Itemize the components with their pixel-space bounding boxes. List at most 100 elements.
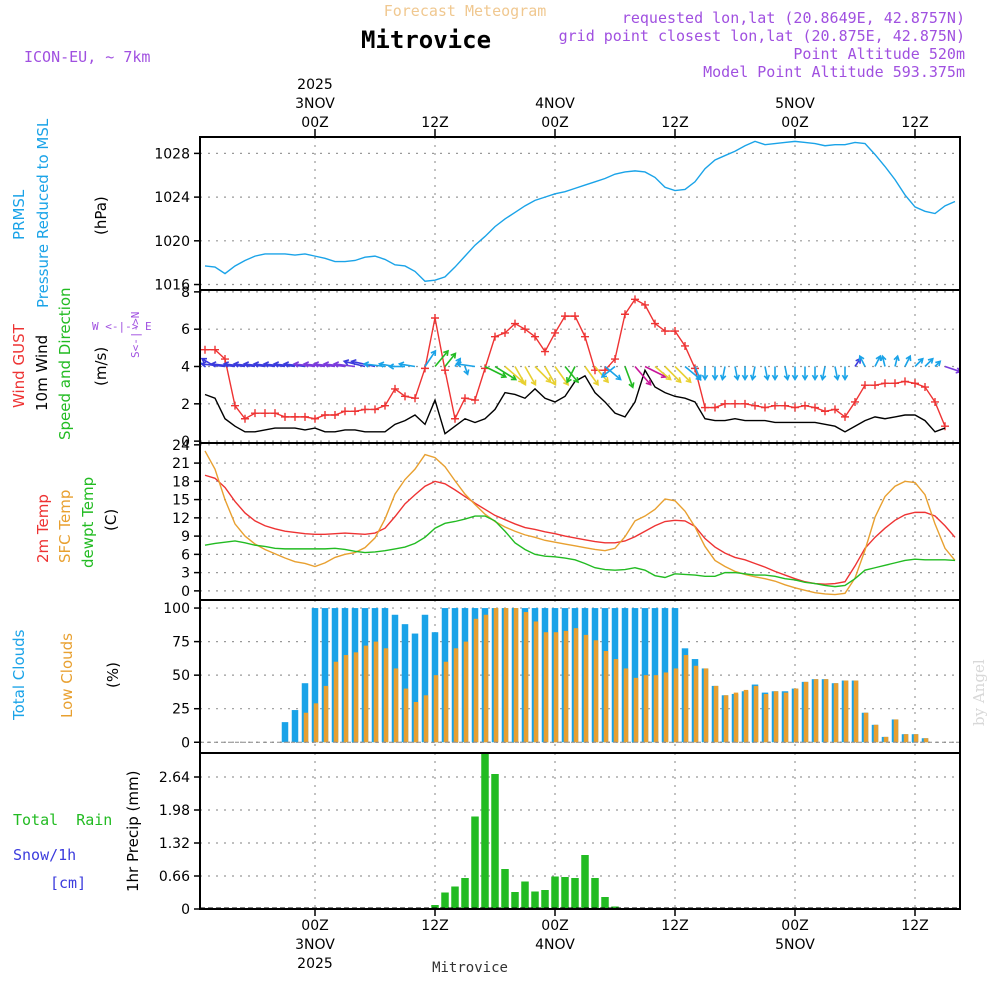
gust-marker bbox=[721, 399, 729, 408]
gust-marker bbox=[661, 327, 669, 336]
rain-bar bbox=[521, 881, 529, 909]
wind-arrow bbox=[664, 365, 682, 383]
wind-arrow-head bbox=[749, 374, 757, 382]
top-time-label: 00Z bbox=[541, 115, 568, 131]
temp-label-dewpt: dewpt Temp bbox=[79, 477, 97, 568]
gust-marker bbox=[561, 312, 569, 321]
bottom-time-label: 3NOV bbox=[295, 937, 335, 953]
wind-arrow bbox=[444, 353, 457, 367]
gust-marker bbox=[451, 414, 459, 423]
gust-marker bbox=[881, 379, 889, 388]
wind-arrow bbox=[944, 365, 960, 373]
gust-marker bbox=[831, 405, 839, 414]
low-cloud-bar bbox=[873, 724, 879, 743]
low-cloud-bar bbox=[363, 645, 369, 743]
low-cloud-bar bbox=[383, 648, 389, 743]
gust-marker bbox=[791, 403, 799, 412]
pressure-label-prmsl: PRMSL bbox=[10, 189, 28, 240]
low-cloud-bar bbox=[543, 632, 549, 743]
wind-arrow-head bbox=[450, 352, 457, 359]
top-time-label: 12Z bbox=[421, 115, 448, 131]
wind-arrow-head bbox=[282, 361, 290, 368]
gust-marker bbox=[341, 407, 349, 416]
low-cloud-bar bbox=[883, 736, 889, 743]
pressure-ytick-label: 1024 bbox=[154, 190, 190, 206]
total-cloud-bar bbox=[641, 608, 649, 743]
wind-arrow bbox=[764, 366, 769, 380]
pressure-label-desc: Pressure Reduced to MSL bbox=[34, 118, 52, 308]
wind-arrow bbox=[524, 366, 537, 386]
gust-marker bbox=[501, 328, 509, 337]
temp-label-2m: 2m Temp bbox=[34, 494, 52, 563]
low-cloud-bar bbox=[853, 680, 859, 743]
low-cloud-bar bbox=[393, 668, 399, 743]
gust-marker bbox=[911, 379, 919, 388]
header-requested: requested lon,lat (20.8649E, 42.8757N) bbox=[622, 9, 965, 27]
wind-arrow-head bbox=[841, 374, 849, 382]
wind-arrow bbox=[514, 366, 527, 386]
gust-marker bbox=[761, 403, 769, 412]
rain-bar bbox=[541, 890, 549, 909]
gust-marker bbox=[741, 399, 749, 408]
wind-label-10m: 10m Wind bbox=[33, 335, 51, 411]
grid-layer bbox=[200, 137, 960, 909]
header-model-altitude: Model Point Altitude 593.375m bbox=[703, 63, 965, 81]
precip-ytick-label: 0.66 bbox=[159, 869, 190, 885]
gust-marker bbox=[471, 396, 479, 405]
gust-marker bbox=[511, 319, 519, 328]
gust-marker bbox=[641, 300, 649, 309]
temp-ytick-label: 0 bbox=[181, 584, 190, 600]
low-cloud-bar bbox=[553, 632, 559, 743]
low-cloud-bar bbox=[703, 668, 709, 743]
gust-marker bbox=[891, 379, 899, 388]
wind-arrow-head bbox=[550, 379, 557, 387]
rain-bar bbox=[491, 774, 499, 909]
watermark: by Angel bbox=[970, 659, 988, 726]
wind-arrow-head bbox=[262, 361, 270, 368]
wind-arrow-head bbox=[200, 357, 208, 364]
wind-label-gust: Wind GUST bbox=[10, 323, 28, 408]
precip-ytick-label: 0 bbox=[181, 902, 190, 918]
low-cloud-bar bbox=[843, 680, 849, 743]
total-cloud-bar bbox=[291, 710, 299, 743]
total-cloud-bar bbox=[651, 608, 659, 743]
wind-arrow-head bbox=[615, 374, 622, 381]
low-cloud-bar bbox=[403, 688, 409, 743]
total-cloud-bar bbox=[411, 633, 419, 743]
low-cloud-bar bbox=[433, 675, 439, 743]
wind-arrow-head bbox=[342, 359, 350, 366]
low-cloud-bar bbox=[573, 628, 579, 743]
rain-bar bbox=[601, 897, 609, 909]
low-cloud-bar bbox=[613, 659, 619, 743]
low-cloud-bar bbox=[643, 675, 649, 743]
pressure-ytick-label: 1016 bbox=[154, 278, 190, 294]
wind-compass-vertical: S<-|->N bbox=[129, 312, 142, 358]
low-cloud-bar bbox=[313, 703, 319, 743]
header-model: ICON-EU, ~ 7km bbox=[24, 48, 150, 66]
gust-marker bbox=[201, 345, 209, 354]
wind-ytick-label: 6 bbox=[181, 322, 190, 338]
rain-bar bbox=[461, 878, 469, 909]
low-cloud-bar bbox=[773, 691, 779, 743]
pressure-line-prmsl bbox=[204, 140, 956, 282]
rain-bar bbox=[561, 877, 569, 909]
temp-line-dewpt-temp bbox=[204, 515, 956, 588]
low-cloud-bar bbox=[823, 679, 829, 743]
gust-marker bbox=[821, 407, 829, 416]
top-time-label: 00Z bbox=[781, 115, 808, 131]
rain-bar bbox=[591, 878, 599, 909]
gust-marker bbox=[431, 313, 439, 322]
wind-series-group bbox=[200, 295, 960, 435]
temp-unit: (C) bbox=[102, 509, 120, 531]
wind-arrow bbox=[566, 366, 576, 383]
temp-series-group bbox=[204, 450, 956, 596]
gust-marker bbox=[611, 355, 619, 364]
wind-arrow bbox=[494, 365, 517, 381]
low-cloud-bar bbox=[503, 608, 509, 743]
low-cloud-bar bbox=[653, 675, 659, 743]
gust-marker bbox=[441, 366, 449, 375]
precip-label-snow: Snow/1h bbox=[13, 846, 76, 864]
rain-bar bbox=[581, 855, 589, 909]
wind-label-direction: Speed and Direction bbox=[56, 287, 74, 440]
gust-marker bbox=[771, 401, 779, 410]
